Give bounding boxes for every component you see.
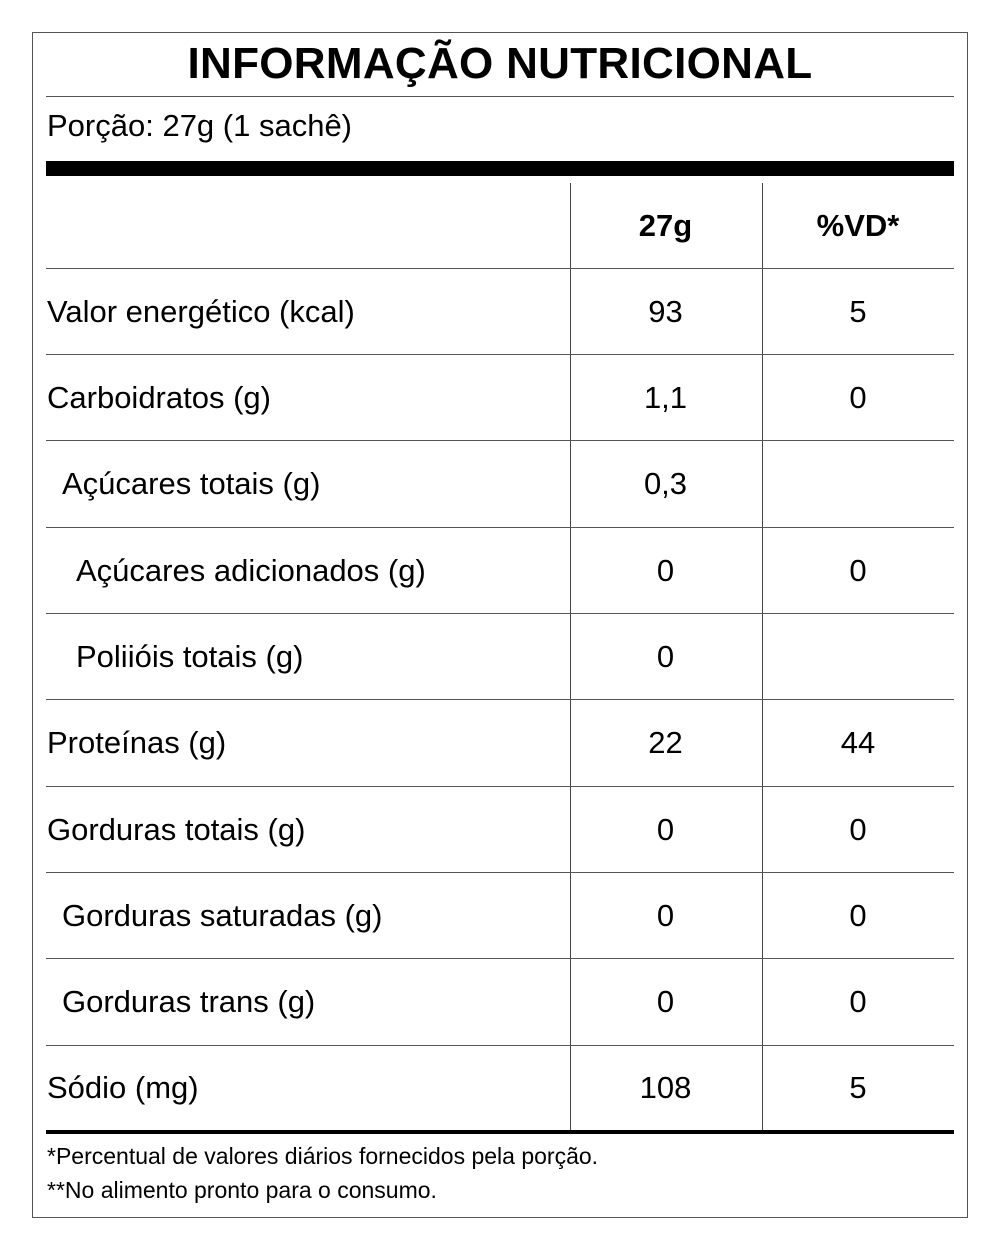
nutrient-daily-value: 5: [849, 1070, 867, 1105]
row-divider: [46, 354, 954, 355]
label-title: INFORMAÇÃO NUTRICIONAL: [187, 39, 813, 88]
table-row: Proteínas (g) 22 44: [46, 700, 954, 786]
table-row: Gorduras trans (g) 0 0: [46, 959, 954, 1045]
nutrient-label: Açúcares adicionados (g): [76, 553, 426, 588]
nutrient-label: Proteínas (g): [47, 725, 227, 760]
table-row: Gorduras saturadas (g) 0 0: [46, 873, 954, 959]
column-divider-dv: [762, 183, 763, 1131]
nutrient-amount: 0: [656, 639, 675, 674]
nutrient-amount: 0,3: [643, 466, 688, 501]
nutrient-amount: 0: [656, 898, 675, 933]
table-header-row: 27g %VD*: [46, 183, 954, 269]
nutrient-amount: 22: [648, 725, 683, 760]
nutrient-label: Açúcares totais (g): [62, 466, 321, 501]
nutrient-label: Sódio (mg): [47, 1070, 199, 1105]
table-row: Poliióis totais (g) 0: [46, 614, 954, 700]
nutrient-amount: 0: [656, 812, 675, 847]
nutrient-daily-value: 44: [840, 725, 876, 760]
nutrient-label: Gorduras totais (g): [47, 812, 306, 847]
footnote-daily-values: *Percentual de valores diários fornecido…: [47, 1143, 599, 1169]
table-row: Valor energético (kcal) 93 5: [46, 269, 954, 355]
footnote-ready-to-eat: **No alimento pronto para o consumo.: [47, 1177, 437, 1203]
nutrient-amount: 0: [656, 984, 675, 1019]
nutrient-label: Gorduras saturadas (g): [62, 898, 383, 933]
nutrient-label: Carboidratos (g): [47, 380, 271, 415]
table-row: Açúcares totais (g) 0,3: [46, 441, 954, 527]
row-divider: [46, 786, 954, 787]
header-amount: 27g: [638, 208, 693, 243]
header-daily-value: %VD*: [816, 208, 900, 243]
nutrient-amount: 93: [648, 294, 683, 329]
nutrient-daily-value: [762, 441, 954, 527]
table-row: Carboidratos (g) 1,1 0: [46, 355, 954, 441]
nutrient-label: Poliióis totais (g): [76, 639, 304, 674]
nutrient-amount: 0: [656, 553, 675, 588]
column-divider-amount: [570, 183, 571, 1131]
nutrient-daily-value: 0: [849, 553, 867, 588]
nutrient-label: Valor energético (kcal): [47, 294, 355, 329]
row-divider: [46, 527, 954, 528]
nutrient-daily-value: [762, 614, 954, 700]
row-divider: [46, 699, 954, 700]
row-divider: [46, 613, 954, 614]
nutrient-daily-value: 0: [849, 984, 867, 1019]
nutrient-label: Gorduras trans (g): [62, 984, 316, 1019]
row-divider: [46, 440, 954, 441]
portion-size: Porção: 27g (1 sachê): [47, 108, 353, 143]
nutrient-amount: 1,1: [643, 380, 688, 415]
row-divider: [46, 1045, 954, 1046]
nutrient-daily-value: 5: [849, 294, 867, 329]
title-divider: [46, 96, 954, 97]
row-divider: [46, 958, 954, 959]
nutrition-label-frame: [32, 32, 968, 1218]
row-divider: [46, 872, 954, 873]
table-row: Gorduras totais (g) 0 0: [46, 787, 954, 873]
table-row: Sódio (mg) 108 5: [46, 1045, 954, 1131]
bottom-divider: [46, 1130, 954, 1134]
nutrient-daily-value: 0: [849, 812, 867, 847]
row-divider: [46, 268, 954, 269]
nutrient-amount: 108: [639, 1070, 692, 1105]
nutrient-daily-value: 0: [849, 380, 867, 415]
nutrient-daily-value: 0: [849, 898, 867, 933]
table-row: Açúcares adicionados (g) 0 0: [46, 528, 954, 614]
thick-divider: [46, 161, 954, 176]
